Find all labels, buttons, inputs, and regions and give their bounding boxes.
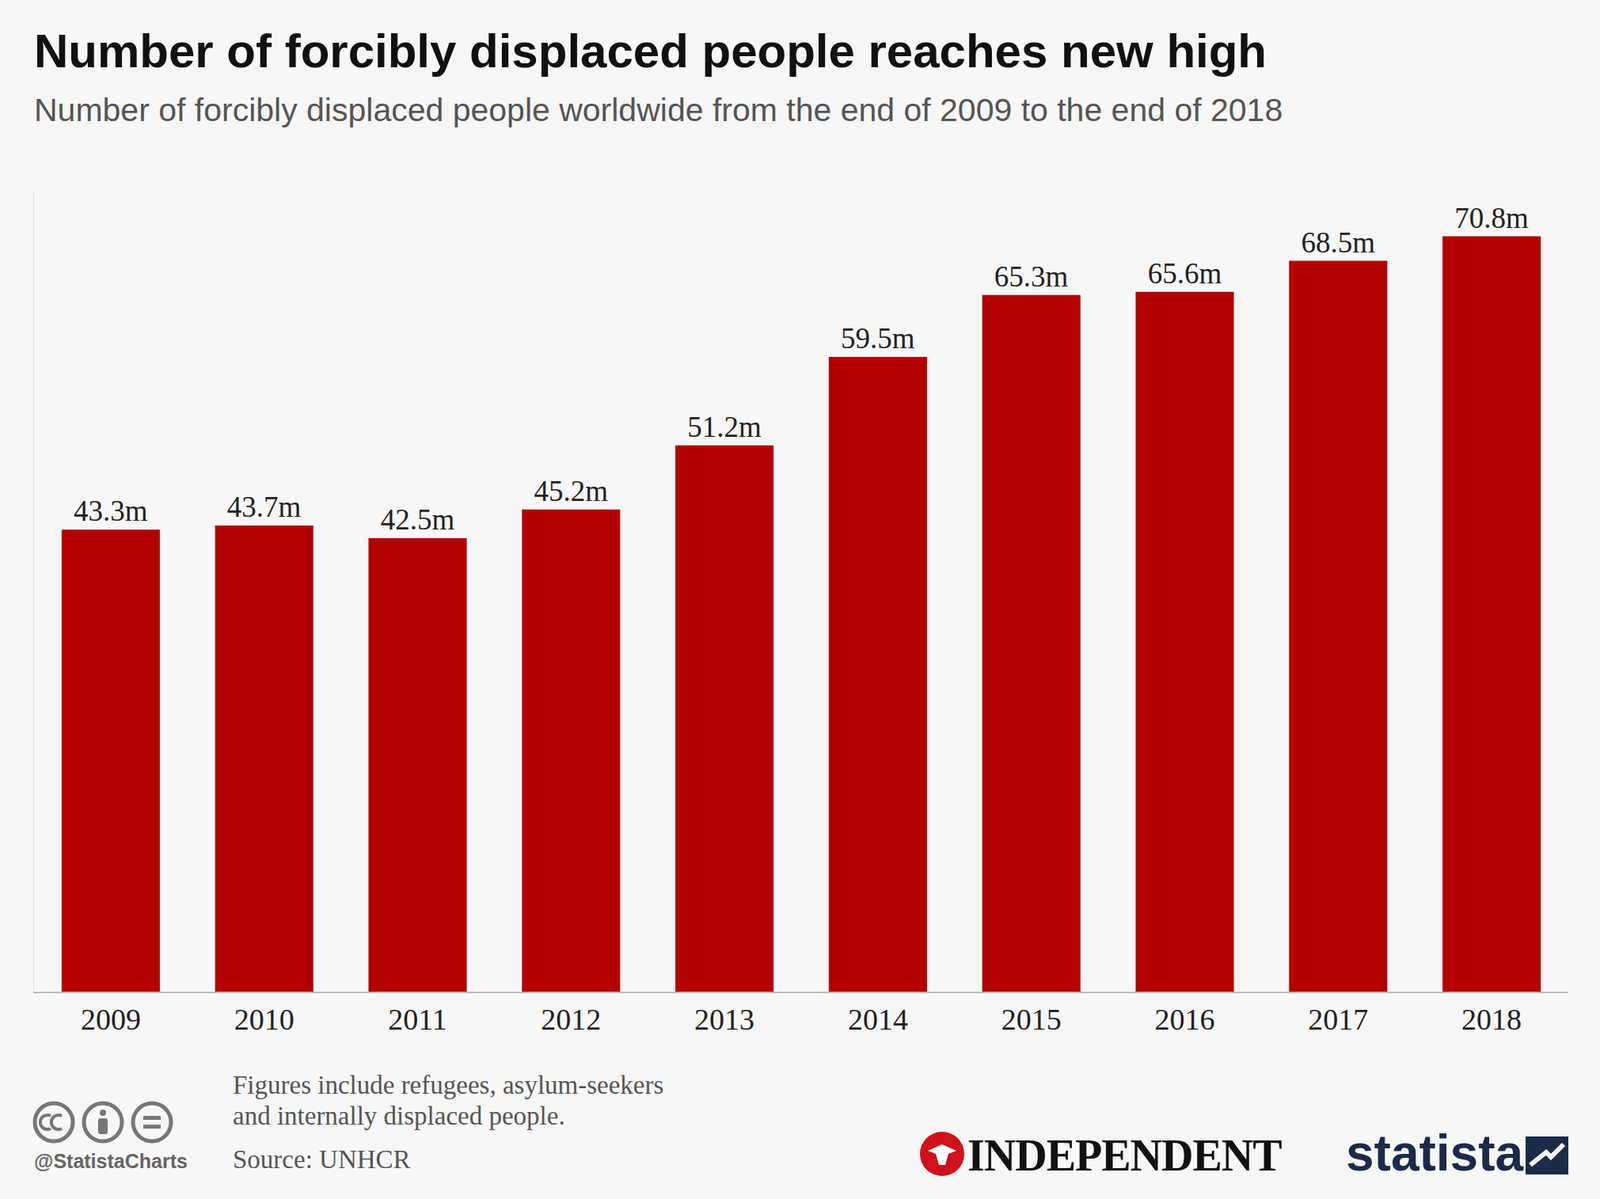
svg-text:51.2m: 51.2m xyxy=(687,410,762,444)
svg-text:2009: 2009 xyxy=(80,1003,141,1037)
svg-text:59.5m: 59.5m xyxy=(840,322,916,355)
svg-text:2010: 2010 xyxy=(234,1003,295,1037)
svg-text:70.8m: 70.8m xyxy=(1454,201,1529,235)
html-text:INDEPENDENT: INDEPENDENT xyxy=(967,1131,1282,1181)
html-text:@StatistaCharts: @StatistaCharts xyxy=(34,1150,188,1173)
svg-text:2016: 2016 xyxy=(1155,1003,1216,1037)
svg-text:43.3m: 43.3m xyxy=(73,494,149,528)
html-text:Number of forcibly displaced p: Number of forcibly displaced people reac… xyxy=(34,24,1267,78)
svg-text:2014: 2014 xyxy=(847,1003,909,1037)
svg-text:2017: 2017 xyxy=(1307,1003,1369,1037)
html-text:Source: UNHCR: Source: UNHCR xyxy=(232,1145,411,1175)
svg-text:2012: 2012 xyxy=(540,1003,601,1037)
svg-text:68.5m: 68.5m xyxy=(1300,226,1376,259)
html-text:statista: statista xyxy=(1345,1124,1524,1182)
svg-text:45.2m: 45.2m xyxy=(533,475,609,508)
svg-text:65.3m: 65.3m xyxy=(994,260,1069,293)
svg-text:42.5m: 42.5m xyxy=(380,503,456,536)
svg-text:2011: 2011 xyxy=(387,1003,448,1037)
svg-text:2013: 2013 xyxy=(694,1003,755,1037)
html-text:Number of forcibly displaced p: Number of forcibly displaced people worl… xyxy=(34,91,1283,129)
svg-text:43.7m: 43.7m xyxy=(227,490,302,524)
html-text:Figures include refugees, asyl: Figures include refugees, asylum-seekers xyxy=(232,1071,664,1100)
html-text:and internally displaced peopl: and internally displaced people. xyxy=(232,1102,566,1131)
svg-text:2015: 2015 xyxy=(1001,1003,1062,1037)
svg-text:2018: 2018 xyxy=(1461,1003,1522,1037)
svg-text:65.6m: 65.6m xyxy=(1147,257,1223,290)
